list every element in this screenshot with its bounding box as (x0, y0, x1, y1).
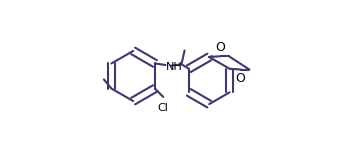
Text: O: O (235, 72, 245, 85)
Text: O: O (215, 41, 225, 54)
Text: Cl: Cl (157, 103, 168, 113)
Text: NH: NH (166, 62, 183, 71)
